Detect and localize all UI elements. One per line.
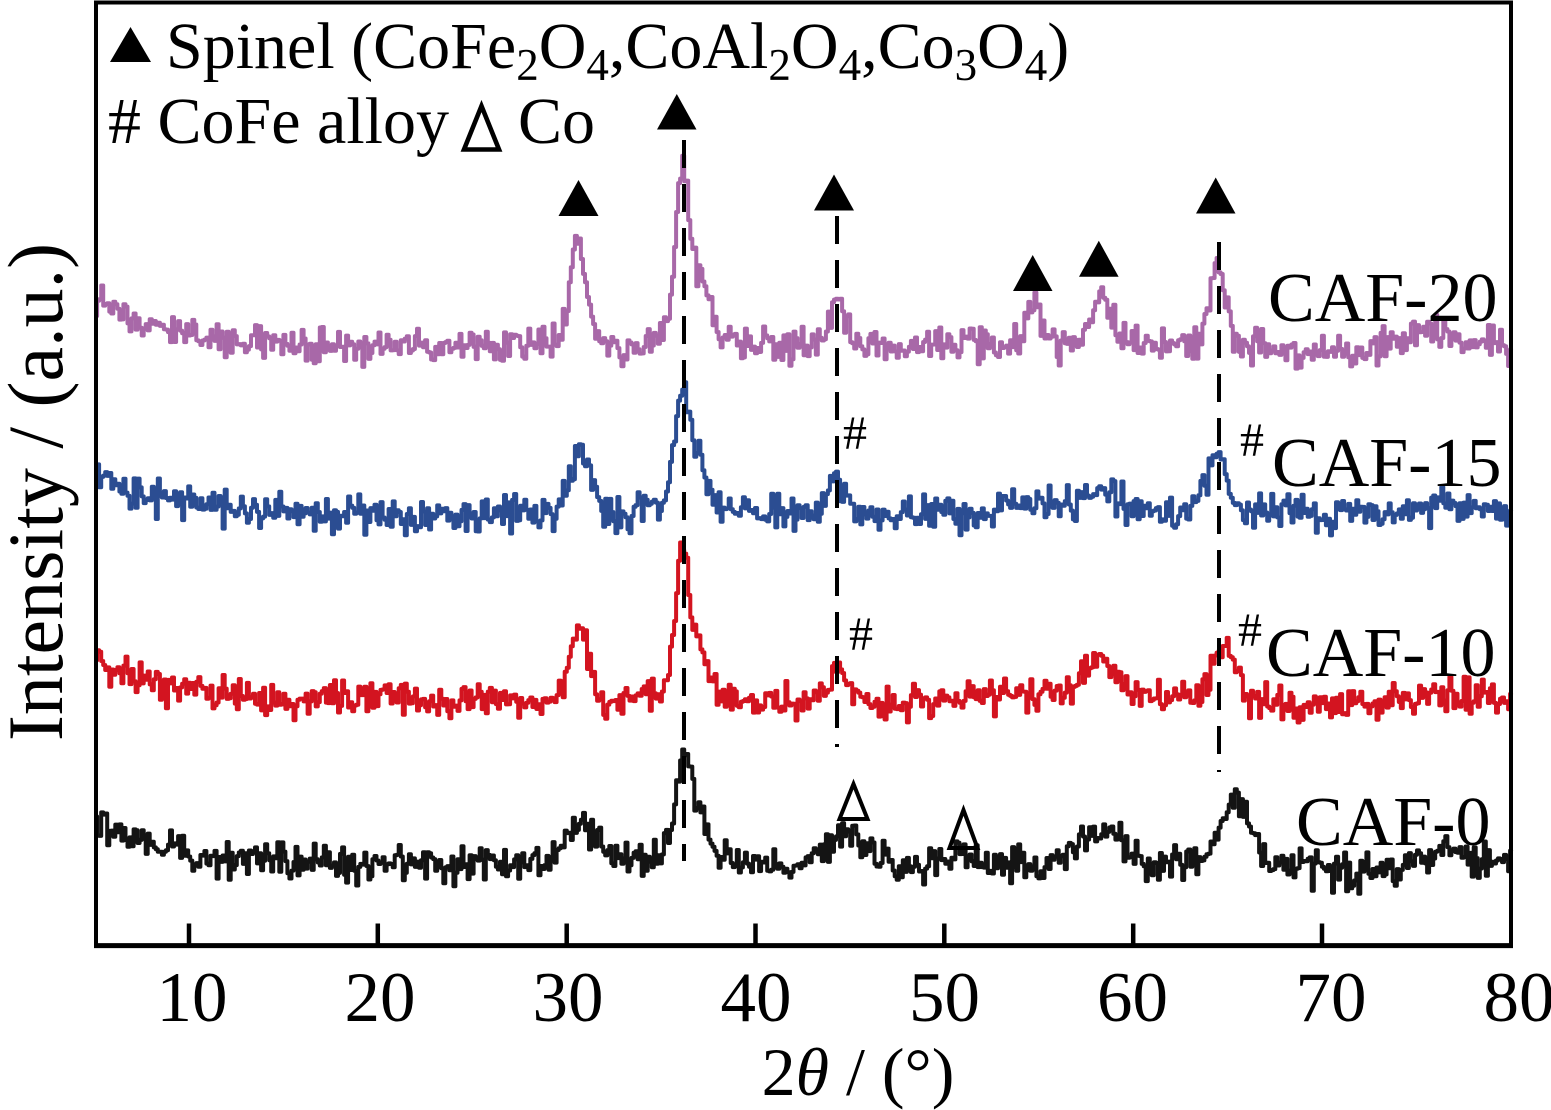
svg-text:40: 40 [721, 959, 792, 1037]
svg-text:10: 10 [157, 959, 228, 1037]
svg-text:Co: Co [518, 85, 595, 158]
svg-text:2θ / (°): 2θ / (°) [762, 1034, 955, 1110]
svg-text:#: # [1238, 604, 1262, 657]
svg-text:30: 30 [533, 959, 604, 1037]
svg-text:80: 80 [1484, 959, 1551, 1037]
svg-text:CAF-0: CAF-0 [1296, 784, 1490, 861]
svg-text:Intensity / (a.u.): Intensity / (a.u.) [0, 243, 79, 741]
svg-text:70: 70 [1296, 959, 1367, 1037]
svg-text:50: 50 [909, 959, 980, 1037]
svg-text:60: 60 [1097, 959, 1168, 1037]
svg-text:Spinel (CoFe2O4,CoAl2O4,Co3O4): Spinel (CoFe2O4,CoAl2O4,Co3O4) [166, 10, 1069, 90]
svg-text:#: # [843, 407, 867, 460]
svg-text:#: # [1240, 414, 1264, 467]
svg-text:20: 20 [345, 959, 416, 1037]
svg-text:# CoFe alloy: # CoFe alloy [108, 85, 449, 158]
svg-text:CAF-15: CAF-15 [1272, 425, 1501, 502]
svg-text:#: # [849, 608, 873, 661]
svg-text:CAF-10: CAF-10 [1266, 615, 1495, 692]
svg-text:CAF-20: CAF-20 [1268, 260, 1497, 337]
